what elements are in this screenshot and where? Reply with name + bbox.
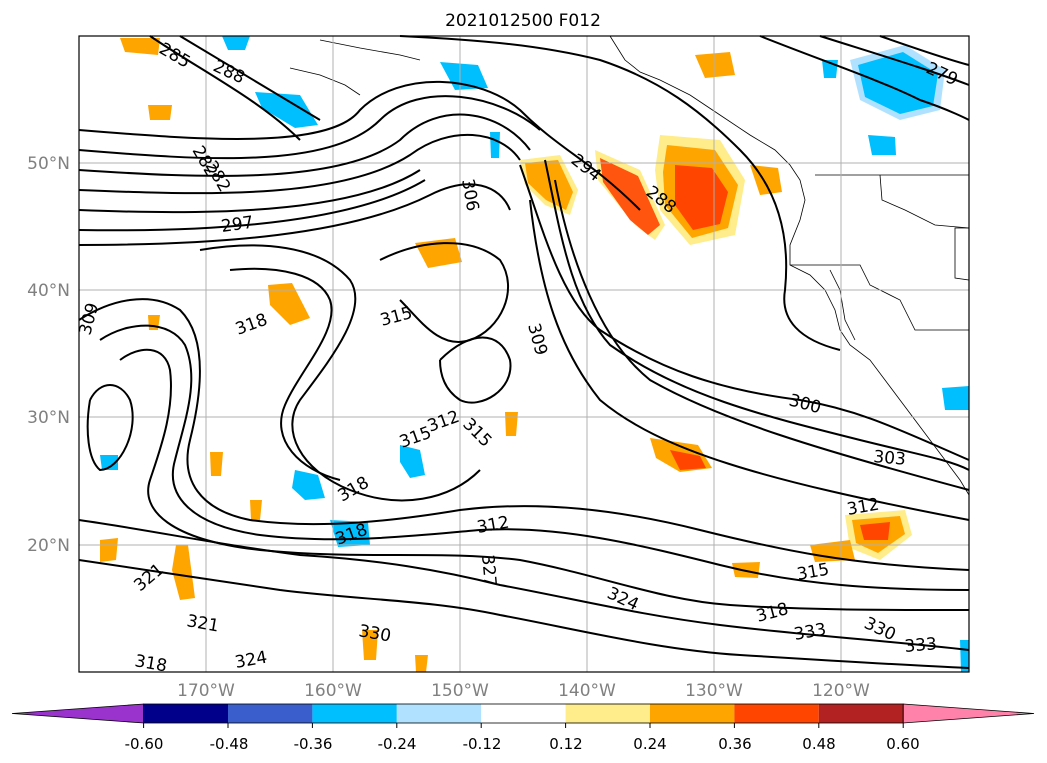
colorbar-segment <box>565 704 650 723</box>
colorbar-tick-label: -0.60 <box>125 735 164 753</box>
coastlines <box>289 35 970 496</box>
colorbar-ticks: -0.60 -0.48 -0.36 -0.24 -0.12 0.12 0.24 … <box>125 735 920 753</box>
contour-lines <box>78 35 970 669</box>
lat-label: 30°N <box>27 408 70 428</box>
lon-label: 120°W <box>812 681 870 701</box>
lat-label: 50°N <box>27 154 70 174</box>
colorbar-tick-label: 0.60 <box>886 735 919 753</box>
lon-label: 130°W <box>685 681 743 701</box>
colorbar-tick-label: 0.24 <box>633 735 666 753</box>
colorbar-tick-label: 0.12 <box>549 735 582 753</box>
colorbar-segment <box>396 704 482 723</box>
map-title: 2021012500 F012 <box>445 11 601 31</box>
colorbar-extend-low <box>11 703 145 724</box>
contour-label: 318 <box>133 651 168 676</box>
lat-label: 40°N <box>27 281 70 301</box>
map-frame <box>78 35 970 673</box>
colorbar-extend-high <box>902 703 1035 724</box>
colorbar-tick-label: -0.12 <box>463 735 502 753</box>
colorbar-segment <box>481 704 566 723</box>
contour-label: 297 <box>220 213 255 237</box>
colorbar-segment <box>734 704 819 723</box>
lon-axis: 170°W 160°W 150°W 140°W 130°W 120°W <box>177 681 870 701</box>
colorbar <box>11 703 1035 728</box>
colorbar-segment <box>228 704 313 723</box>
lon-label: 160°W <box>304 681 362 701</box>
colorbar-segment <box>650 704 735 723</box>
colorbar-tick-label: -0.36 <box>294 735 333 753</box>
colorbar-tick-label: 0.36 <box>718 735 751 753</box>
gridlines <box>79 36 969 672</box>
colorbar-tick-label: -0.24 <box>378 735 417 753</box>
contour-label: 303 <box>873 447 907 470</box>
lat-label: 20°N <box>27 536 70 556</box>
lon-label: 140°W <box>558 681 616 701</box>
colorbar-tick-label: 0.48 <box>802 735 835 753</box>
lat-axis: 50°N 40°N 30°N 20°N <box>27 154 70 556</box>
lon-label: 170°W <box>177 681 235 701</box>
lon-label: 150°W <box>431 681 489 701</box>
colorbar-segment <box>143 704 228 723</box>
colorbar-segment <box>818 704 904 723</box>
map-panel: 285 288 282 282 297 306 294 288 279 309 … <box>76 35 970 677</box>
colorbar-frame <box>143 703 904 724</box>
colorbar-tick-label: -0.48 <box>210 735 249 753</box>
contour-label: 327 <box>477 554 500 588</box>
colorbar-segment <box>312 704 397 723</box>
contour-label: 333 <box>904 634 938 657</box>
